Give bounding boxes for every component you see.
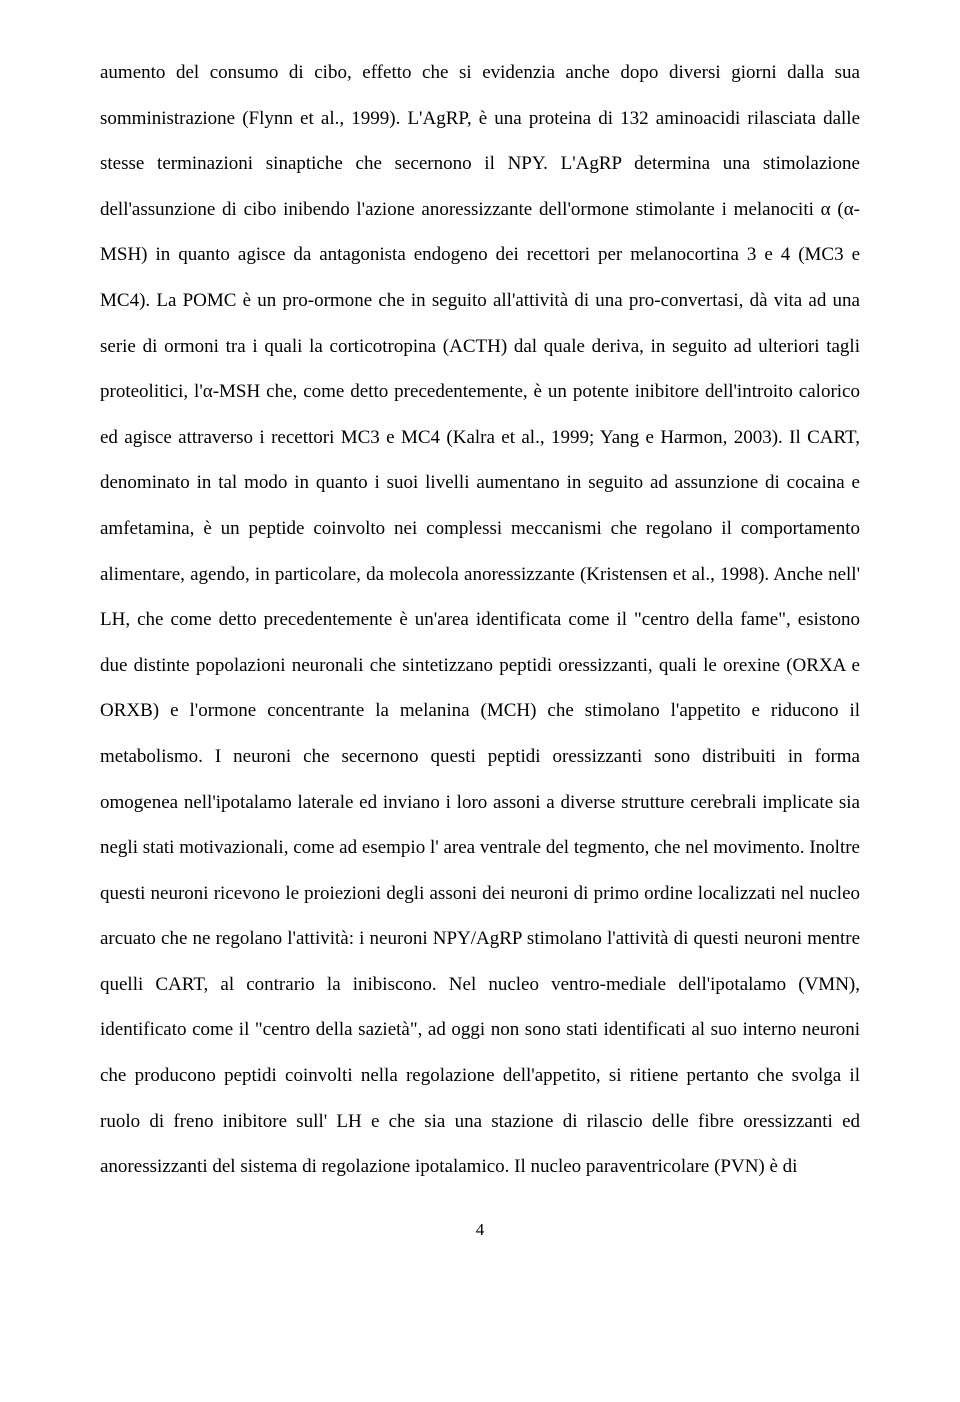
document-page: aumento del consumo di cibo, effetto che… (0, 0, 960, 1280)
body-paragraph: aumento del consumo di cibo, effetto che… (100, 50, 860, 1190)
page-number: 4 (100, 1220, 860, 1240)
